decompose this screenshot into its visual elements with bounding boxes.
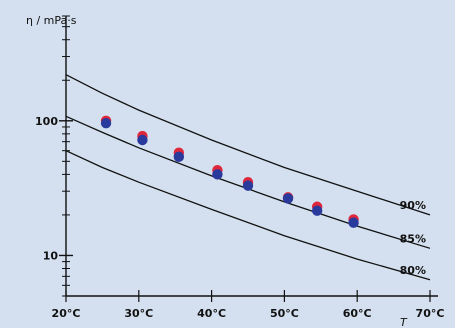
x-tick-label-3: 50°C	[270, 307, 299, 320]
data-point-s1-6	[311, 205, 323, 216]
x-tick-label-5: 70°C	[416, 307, 445, 320]
data-point-s1-1	[137, 134, 148, 146]
x-tick-label-0: 20°C	[52, 307, 81, 320]
x-tick-label-1: 30°C	[124, 307, 153, 320]
data-point-s1-4	[242, 180, 254, 191]
data-point-s1-7	[348, 217, 359, 228]
curve-label-1: 85%	[400, 232, 426, 245]
curve-80pct	[65, 150, 431, 281]
axes-layer: 20°C 30°C 40°C 50°C 60°C 70°C 10 100	[35, 15, 445, 320]
data-point-s1-2	[173, 151, 185, 163]
y-tick-label-0: 10	[43, 249, 59, 262]
curve-90pct	[65, 74, 431, 216]
curve-label-2: 80%	[400, 264, 426, 277]
y-tick-label-1: 100	[35, 115, 58, 128]
data-point-s1-3	[212, 169, 223, 180]
data-point-s1-5	[282, 193, 294, 204]
points-layer	[100, 115, 359, 228]
curve-label-0: 90%	[400, 199, 426, 212]
x-tick-label-2: 40°C	[197, 307, 226, 320]
y-axis-title: η / mPa·s	[26, 14, 77, 27]
data-point-s1-0	[100, 117, 112, 129]
curves-layer: 90% 85% 80%	[65, 74, 431, 281]
x-axis-title: T	[400, 316, 408, 328]
x-tick-label-4: 60°C	[343, 307, 372, 320]
